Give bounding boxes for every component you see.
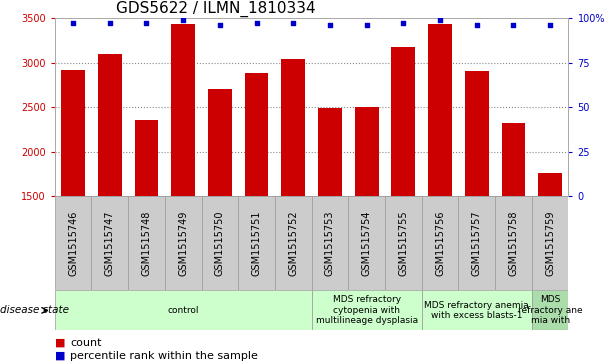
Bar [422, 196, 458, 290]
Bar [428, 24, 452, 329]
Point [142, 21, 151, 26]
Text: GSM1515747: GSM1515747 [105, 211, 115, 276]
Text: GSM1515746: GSM1515746 [68, 211, 78, 276]
Bar [348, 196, 385, 290]
Bar [134, 119, 159, 329]
Bar [532, 290, 568, 330]
Text: count: count [70, 338, 102, 348]
Point [325, 23, 335, 28]
Point [105, 21, 115, 26]
Bar [55, 196, 91, 290]
Bar [422, 290, 532, 330]
Text: ■: ■ [55, 338, 65, 348]
Bar [238, 196, 275, 290]
Bar [502, 123, 525, 329]
Text: GSM1515748: GSM1515748 [142, 211, 151, 276]
Point [178, 17, 188, 23]
Bar [171, 24, 195, 329]
Point [215, 23, 225, 28]
Text: ■: ■ [55, 351, 65, 361]
Bar [91, 196, 128, 290]
Point [252, 21, 261, 26]
Bar [538, 173, 562, 329]
Bar [495, 196, 532, 290]
Text: percentile rank within the sample: percentile rank within the sample [70, 351, 258, 361]
Bar [244, 73, 269, 329]
Bar [208, 89, 232, 329]
Text: GSM1515758: GSM1515758 [508, 211, 519, 276]
Text: GSM1515749: GSM1515749 [178, 211, 188, 276]
Text: GSM1515752: GSM1515752 [288, 211, 299, 276]
Text: GSM1515751: GSM1515751 [252, 211, 261, 276]
Text: disease state: disease state [0, 305, 69, 315]
Text: GDS5622 / ILMN_1810334: GDS5622 / ILMN_1810334 [116, 1, 316, 17]
Bar [98, 54, 122, 329]
Point [472, 23, 482, 28]
Bar [392, 46, 415, 329]
Bar [55, 290, 311, 330]
Bar [465, 71, 489, 329]
Text: MDS refractory
cytopenia with
multilineage dysplasia: MDS refractory cytopenia with multilinea… [316, 295, 418, 325]
Point [362, 23, 371, 28]
Text: GSM1515755: GSM1515755 [398, 211, 409, 276]
Bar [385, 196, 422, 290]
Text: GSM1515759: GSM1515759 [545, 211, 555, 276]
Point [435, 17, 445, 23]
Bar [128, 196, 165, 290]
Bar [532, 196, 568, 290]
Point [68, 21, 78, 26]
Bar [165, 196, 201, 290]
Bar [201, 196, 238, 290]
Bar [354, 107, 379, 329]
Text: GSM1515756: GSM1515756 [435, 211, 445, 276]
Bar [311, 196, 348, 290]
Text: GSM1515757: GSM1515757 [472, 211, 482, 276]
Text: GSM1515750: GSM1515750 [215, 211, 225, 276]
Text: GSM1515754: GSM1515754 [362, 211, 371, 276]
Bar [458, 196, 495, 290]
Bar [275, 196, 311, 290]
Text: MDS refractory anemia
with excess blasts-1: MDS refractory anemia with excess blasts… [424, 301, 529, 320]
Bar [61, 70, 85, 329]
Point [398, 21, 408, 26]
Bar [318, 108, 342, 329]
Point [288, 21, 298, 26]
Text: MDS
refractory ane
mia with: MDS refractory ane mia with [518, 295, 582, 325]
Point [545, 23, 555, 28]
Text: GSM1515753: GSM1515753 [325, 211, 335, 276]
Text: control: control [167, 306, 199, 315]
Bar [311, 290, 422, 330]
Point [508, 23, 518, 28]
Bar [282, 59, 305, 329]
